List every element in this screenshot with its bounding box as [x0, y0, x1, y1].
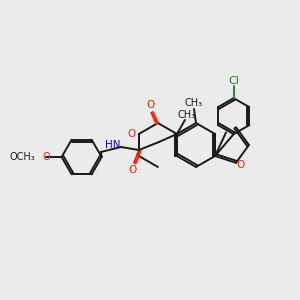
Text: OCH₃: OCH₃ [10, 152, 36, 162]
Text: HN: HN [105, 140, 121, 150]
Text: O: O [128, 129, 136, 139]
Text: O: O [43, 152, 50, 162]
Text: CH₃: CH₃ [178, 110, 196, 120]
Text: O: O [237, 160, 245, 170]
Text: O: O [147, 100, 155, 110]
Text: Cl: Cl [228, 76, 239, 86]
Text: O: O [129, 165, 137, 175]
Text: CH₃: CH₃ [185, 98, 203, 108]
